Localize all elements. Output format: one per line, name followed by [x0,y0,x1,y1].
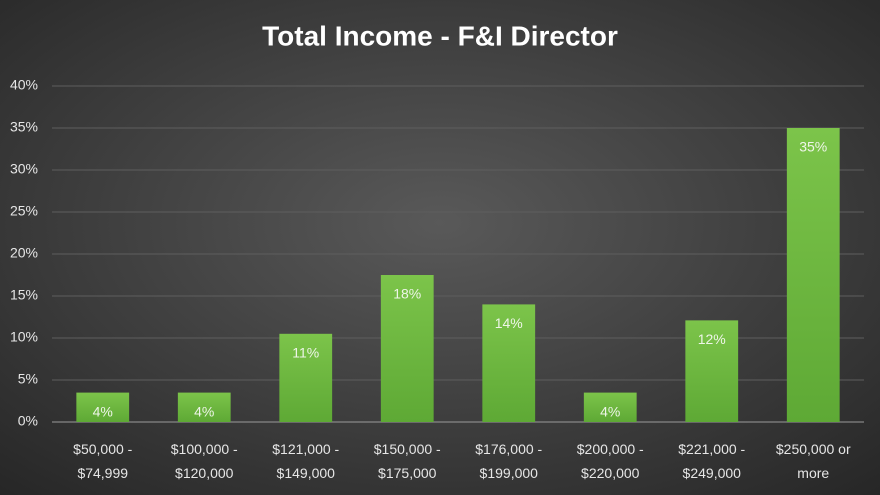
bar [380,275,434,422]
data-label: 18% [393,286,421,302]
data-label: 35% [799,139,827,155]
bar [583,392,637,422]
bar [482,304,536,422]
y-tick-label: 25% [10,203,38,219]
x-tick-label: $150,000 -$175,000 [374,441,441,481]
y-tick-label: 15% [10,287,38,303]
x-tick-label: $250,000 or more [776,441,851,481]
x-tick-label: $50,000 -$74,999 [73,441,132,481]
x-tick-label: $200,000 -$220,000 [577,441,644,481]
y-tick-label: 20% [10,245,38,261]
y-tick-label: 40% [10,77,38,93]
chart-title: Total Income - F&I Director [262,20,618,51]
bar [786,128,840,422]
y-tick-label: 0% [18,413,38,429]
y-tick-label: 30% [10,161,38,177]
x-tick-label: $121,000 -$149,000 [272,441,339,481]
data-label: 4% [600,403,620,419]
data-label: 11% [292,345,319,361]
data-label: 14% [495,315,523,331]
y-tick-label: 5% [18,371,38,387]
bar [177,392,231,422]
x-tick-label: $100,000 -$120,000 [171,441,238,481]
x-tick-label: $221,000 -$249,000 [678,441,745,481]
y-tick-label: 10% [10,329,38,345]
x-tick-label: $176,000 -$199,000 [475,441,542,481]
bar [76,392,130,422]
data-label: 4% [93,403,113,419]
bar [685,320,739,422]
y-tick-label: 35% [10,119,38,135]
data-label: 4% [194,403,214,419]
bar [279,333,333,422]
data-label: 12% [698,331,726,347]
